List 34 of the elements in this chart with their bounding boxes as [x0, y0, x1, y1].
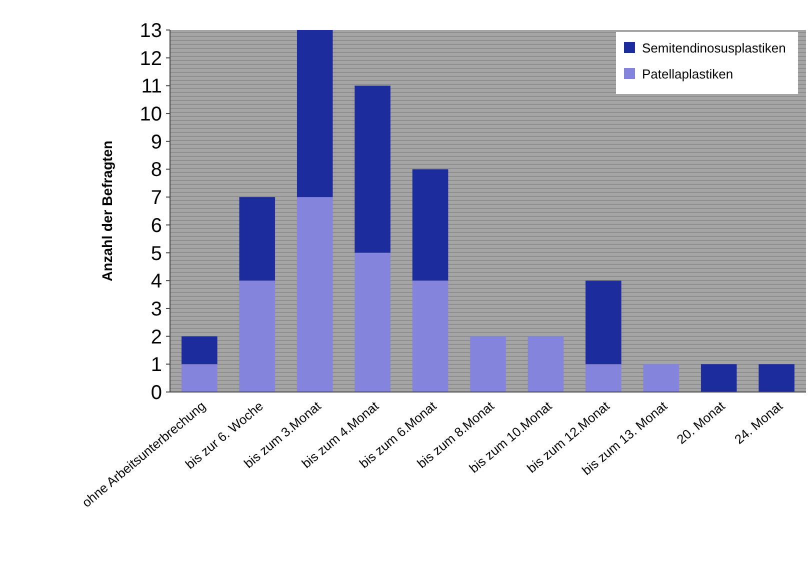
bar	[354, 252, 390, 392]
bar	[296, 197, 333, 392]
y-tick-label: 3	[150, 298, 162, 320]
bar	[586, 364, 622, 392]
y-tick-label: 4	[150, 270, 162, 293]
bar	[700, 364, 737, 392]
legend-label: Semitendinosusplastiken	[642, 40, 786, 56]
bar	[239, 280, 276, 392]
y-axis-title: Anzahl der Befragten	[99, 140, 115, 282]
legend-label: Patellaplastiken	[642, 66, 734, 82]
y-tick-label: 13	[140, 20, 162, 42]
y-tick-label: 12	[140, 48, 162, 70]
y-tick-label: 10	[140, 104, 162, 126]
bar	[470, 336, 506, 392]
bar	[354, 86, 390, 253]
y-tick-label: 11	[141, 76, 162, 98]
bar	[643, 364, 680, 392]
bar	[182, 364, 218, 392]
y-tick-label: 6	[150, 214, 162, 237]
y-tick-label: 5	[150, 242, 162, 265]
bar	[239, 197, 276, 281]
bar	[528, 336, 564, 392]
y-tick-label: 8	[150, 159, 162, 182]
y-tick-label: 2	[150, 326, 162, 348]
bar	[182, 336, 218, 364]
bar	[412, 280, 448, 392]
y-tick-label: 7	[150, 187, 162, 210]
bar	[586, 280, 622, 364]
y-tick-label: 1	[150, 354, 162, 376]
bar	[412, 169, 448, 281]
bar	[296, 30, 333, 198]
bar	[758, 364, 794, 392]
y-tick-label: 0	[150, 382, 162, 404]
y-tick-label: 9	[150, 131, 162, 154]
